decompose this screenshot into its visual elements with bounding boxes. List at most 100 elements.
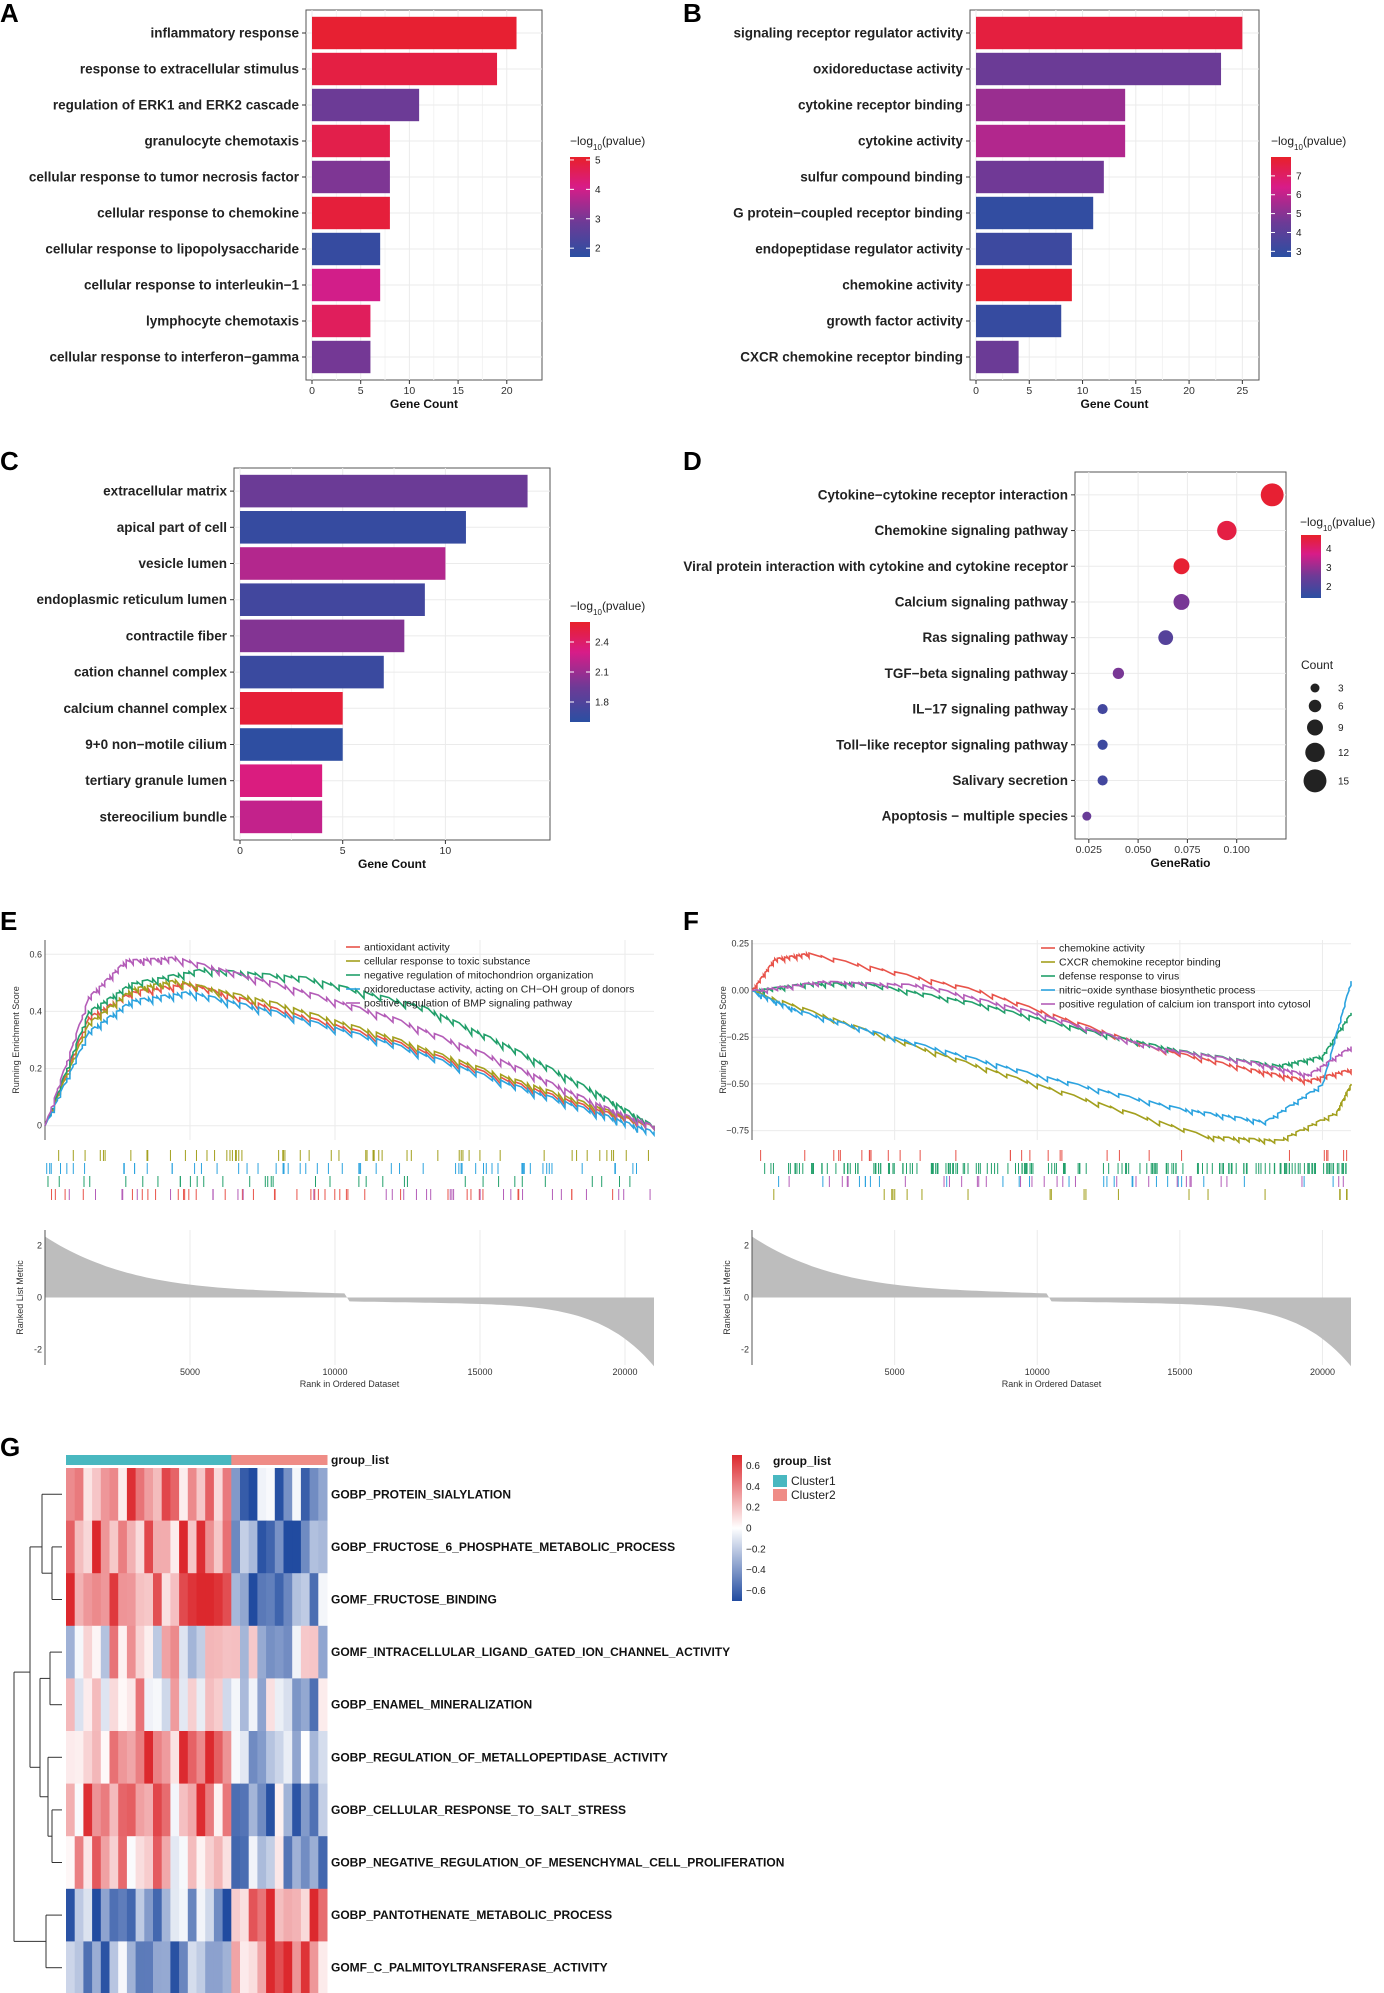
heatmap-colorbar: [732, 1455, 742, 1601]
bar-cellular-response-to-interleukin-1: [312, 268, 381, 302]
heatmap-cell: [240, 1468, 250, 1522]
category-label: lymphocyte chemotaxis: [146, 314, 299, 329]
heatmap-cell: [187, 1888, 197, 1942]
heatmap-cell: [205, 1731, 215, 1785]
x-tick-label: 5: [1026, 385, 1032, 397]
x-tick-label: 10000: [322, 1367, 347, 1377]
heatmap-cell: [126, 1625, 137, 1679]
heatmap-cell: [161, 1783, 171, 1837]
heatmap-cell: [318, 1625, 328, 1679]
annotation-cell: [170, 1455, 180, 1465]
size-legend-label: 15: [1338, 776, 1350, 787]
size-legend-label: 9: [1338, 723, 1344, 734]
legend-colorbar: [570, 622, 590, 722]
heatmap-cell: [135, 1941, 145, 1993]
heatmap-cell: [309, 1678, 319, 1732]
heatmap-cell: [257, 1783, 267, 1837]
heatmap-cell: [283, 1941, 293, 1993]
heatmap-cell: [205, 1783, 215, 1837]
heatmap-cell: [318, 1468, 328, 1522]
category-label: growth factor activity: [826, 314, 963, 329]
annotation-cell: [135, 1455, 145, 1465]
annotation-cell: [144, 1455, 154, 1465]
heatmap-cell: [153, 1888, 163, 1942]
category-label: cellular response to interferon−gamma: [50, 350, 300, 365]
category-label: cellular response to interleukin−1: [84, 278, 299, 293]
heatmap-cell: [187, 1678, 197, 1732]
bar-cxcr-chemokine-receptor-binding: [976, 340, 1019, 374]
series-line-chemokine-activity: [751, 950, 1352, 1087]
x-axis-title: Rank in Ordered Dataset: [1002, 1379, 1102, 1389]
heatmap-legend-label: 0.6: [746, 1461, 760, 1472]
heatmap-row-label: GOBP_ENAMEL_MINERALIZATION: [331, 1698, 532, 1712]
legend-tick-label: 3: [595, 214, 601, 225]
heatmap-cell: [170, 1625, 180, 1679]
x-tick-label: 10: [404, 385, 416, 397]
annotation-cell: [179, 1455, 189, 1465]
category-label: regulation of ERK1 and ERK2 cascade: [53, 98, 300, 113]
bar-growth-factor-activity: [976, 304, 1062, 338]
heatmap-cell: [231, 1468, 241, 1522]
x-tick-label: 5000: [180, 1367, 200, 1377]
bar-chemokine-activity: [976, 268, 1072, 302]
panel-e: E 0 0.2 0.4 0.6 Running Enrichment Score antio…: [0, 906, 655, 1389]
heatmap-cell: [66, 1678, 76, 1732]
heatmap-cell: [257, 1731, 267, 1785]
annotation-cell: [292, 1455, 302, 1465]
heatmap-cell: [213, 1836, 224, 1890]
rug-area: [45, 1148, 654, 1220]
heatmap-cell: [231, 1941, 241, 1993]
metric-tick-label: -2: [34, 1344, 42, 1354]
bar-cellular-response-to-interferon-gamma: [312, 340, 371, 374]
heatmap-cell: [222, 1468, 232, 1522]
heatmap-cell: [240, 1731, 250, 1785]
category-label: Chemokine signaling pathway: [874, 523, 1068, 538]
heatmap-cell: [300, 1731, 311, 1785]
heatmap-cell: [300, 1888, 311, 1942]
heatmap-cell: [179, 1573, 189, 1627]
heatmap-cell: [213, 1783, 224, 1837]
legend-title: −log10(pvalue): [570, 134, 645, 152]
point-salivary-secretion: [1097, 775, 1108, 786]
heatmap-cell: [205, 1888, 215, 1942]
category-label: sulfur compound binding: [800, 170, 963, 185]
heatmap-cell: [240, 1573, 250, 1627]
heatmap-cell: [318, 1573, 328, 1627]
point-chemokine-signaling-pathway: [1217, 520, 1237, 541]
heatmap-cell: [153, 1520, 163, 1574]
heatmap-cell: [248, 1836, 258, 1890]
heatmap-cell: [66, 1941, 76, 1993]
x-axis-title: Gene Count: [358, 857, 426, 871]
heatmap-cell: [83, 1783, 93, 1837]
bar-oxidoreductase-activity: [976, 52, 1222, 86]
legend-tick-label: 5: [595, 155, 601, 166]
heatmap-cell: [292, 1941, 302, 1993]
size-legend-label: 3: [1338, 684, 1344, 695]
legend-tick-label: 3: [1296, 247, 1302, 258]
heatmap-cell: [92, 1731, 102, 1785]
bar-lymphocyte-chemotaxis: [312, 304, 371, 338]
heatmap-cell: [300, 1625, 311, 1679]
heatmap-cell: [222, 1888, 232, 1942]
heatmap-cell: [66, 1468, 76, 1522]
bar-apical-part-of-cell: [240, 511, 466, 544]
heatmap-cell: [135, 1520, 145, 1574]
annotation-cell: [153, 1455, 163, 1465]
heatmap-row-label: GOBP_FRUCTOSE_6_PHOSPHATE_METABOLIC_PROC…: [331, 1540, 675, 1554]
heatmap-cell: [283, 1468, 293, 1522]
heatmap-cell: [318, 1836, 328, 1890]
category-label: signaling receptor regulator activity: [733, 26, 963, 41]
heatmap-cell: [318, 1520, 328, 1574]
heatmap-cell: [153, 1941, 163, 1993]
bar-g-protein-coupled-receptor-binding: [976, 196, 1094, 230]
heatmap-cell: [109, 1888, 119, 1942]
heatmap-cell: [126, 1678, 137, 1732]
ranked-metric-area: [45, 1236, 654, 1367]
heatmap-cell: [231, 1625, 241, 1679]
heatmap-cell: [92, 1625, 102, 1679]
annotation-cell: [283, 1455, 293, 1465]
heatmap-cell: [266, 1468, 276, 1522]
heatmap-cell: [153, 1678, 163, 1732]
